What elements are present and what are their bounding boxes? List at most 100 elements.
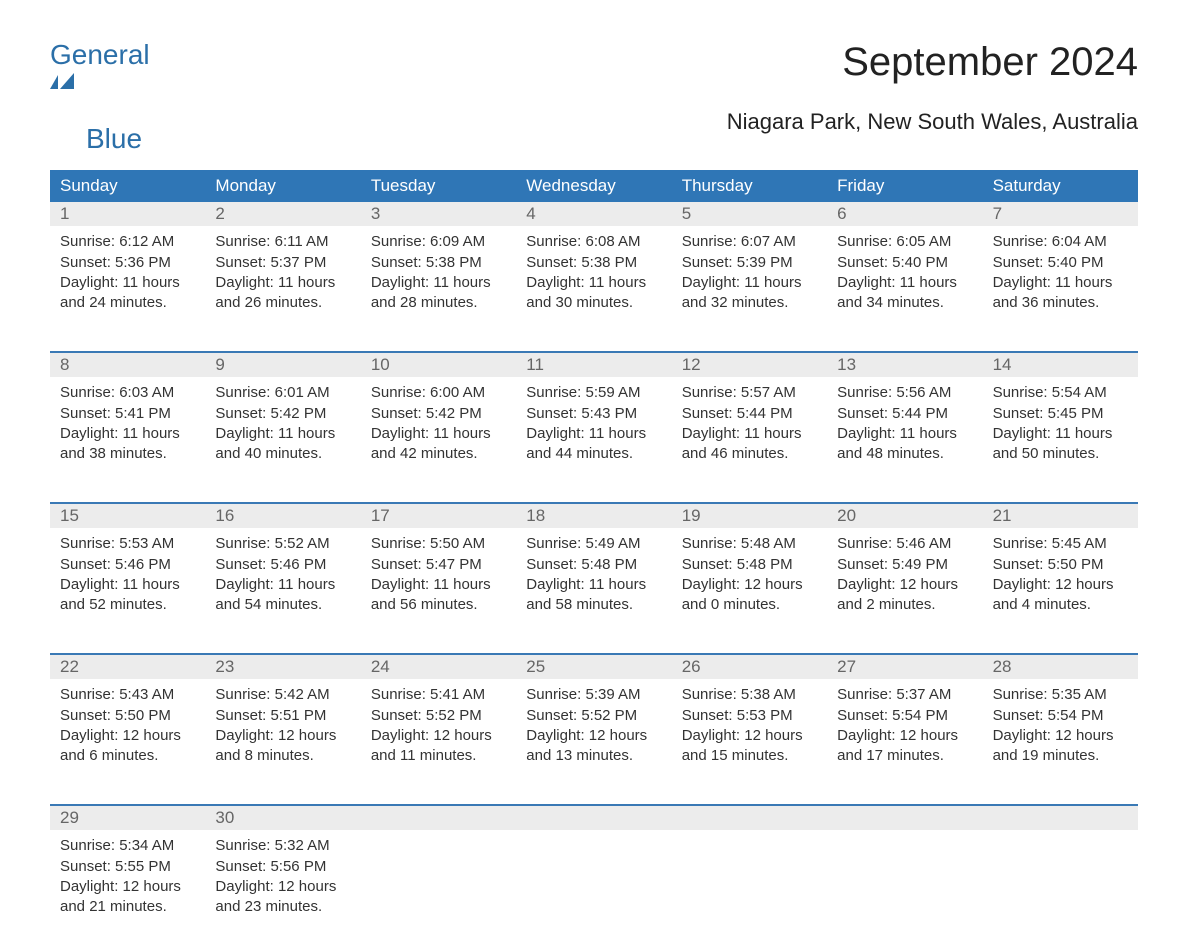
day-number: 9 [205, 353, 360, 377]
daylight-line1: Daylight: 11 hours [682, 424, 817, 444]
day-cell: Sunrise: 5:43 AMSunset: 5:50 PMDaylight:… [50, 679, 205, 786]
sunset-text: Sunset: 5:53 PM [682, 706, 817, 726]
daylight-line2: and 40 minutes. [215, 444, 350, 464]
sunset-text: Sunset: 5:46 PM [60, 555, 195, 575]
daylight-line1: Daylight: 12 hours [837, 575, 972, 595]
daylight-line2: and 30 minutes. [526, 293, 661, 313]
day-number: 14 [983, 353, 1138, 377]
day-cell: Sunrise: 5:50 AMSunset: 5:47 PMDaylight:… [361, 528, 516, 635]
day-cell: Sunrise: 5:38 AMSunset: 5:53 PMDaylight:… [672, 679, 827, 786]
daylight-line1: Daylight: 12 hours [215, 877, 350, 897]
sunset-text: Sunset: 5:54 PM [837, 706, 972, 726]
daylight-line2: and 52 minutes. [60, 595, 195, 615]
day-number-row: 891011121314 [50, 353, 1138, 377]
sunset-text: Sunset: 5:41 PM [60, 404, 195, 424]
daylight-line2: and 4 minutes. [993, 595, 1128, 615]
sunset-text: Sunset: 5:36 PM [60, 253, 195, 273]
daylight-line2: and 21 minutes. [60, 897, 195, 917]
day-cell: Sunrise: 5:35 AMSunset: 5:54 PMDaylight:… [983, 679, 1138, 786]
weekday-header: Sunday Monday Tuesday Wednesday Thursday… [50, 170, 1138, 202]
day-cells-row: Sunrise: 5:34 AMSunset: 5:55 PMDaylight:… [50, 830, 1138, 937]
day-number: 30 [205, 806, 360, 830]
week-row: 891011121314 Sunrise: 6:03 AMSunset: 5:41… [50, 351, 1138, 484]
daylight-line2: and 8 minutes. [215, 746, 350, 766]
daylight-line1: Daylight: 11 hours [682, 273, 817, 293]
sunrise-text: Sunrise: 6:03 AM [60, 383, 195, 403]
day-cell: Sunrise: 5:42 AMSunset: 5:51 PMDaylight:… [205, 679, 360, 786]
daylight-line1: Daylight: 11 hours [371, 273, 506, 293]
day-number: 15 [50, 504, 205, 528]
day-cell [361, 830, 516, 937]
sunrise-text: Sunrise: 5:53 AM [60, 534, 195, 554]
sunrise-text: Sunrise: 5:34 AM [60, 836, 195, 856]
sunrise-text: Sunrise: 5:41 AM [371, 685, 506, 705]
day-cell: Sunrise: 5:37 AMSunset: 5:54 PMDaylight:… [827, 679, 982, 786]
day-cell: Sunrise: 6:08 AMSunset: 5:38 PMDaylight:… [516, 226, 671, 333]
day-cell: Sunrise: 6:01 AMSunset: 5:42 PMDaylight:… [205, 377, 360, 484]
day-number: 3 [361, 202, 516, 226]
weekday-label: Wednesday [516, 170, 671, 202]
day-cell [983, 830, 1138, 937]
daylight-line1: Daylight: 11 hours [526, 575, 661, 595]
daylight-line2: and 58 minutes. [526, 595, 661, 615]
week-row: 1234567Sunrise: 6:12 AMSunset: 5:36 PMDa… [50, 202, 1138, 333]
day-number [983, 806, 1138, 830]
daylight-line1: Daylight: 11 hours [60, 273, 195, 293]
sunrise-text: Sunrise: 5:38 AM [682, 685, 817, 705]
sunrise-text: Sunrise: 5:56 AM [837, 383, 972, 403]
daylight-line1: Daylight: 11 hours [371, 424, 506, 444]
daylight-line1: Daylight: 12 hours [682, 726, 817, 746]
sunset-text: Sunset: 5:50 PM [60, 706, 195, 726]
day-number: 2 [205, 202, 360, 226]
day-number [361, 806, 516, 830]
day-number: 29 [50, 806, 205, 830]
sunrise-text: Sunrise: 5:43 AM [60, 685, 195, 705]
sunset-text: Sunset: 5:46 PM [215, 555, 350, 575]
day-cell: Sunrise: 6:04 AMSunset: 5:40 PMDaylight:… [983, 226, 1138, 333]
day-cell: Sunrise: 5:48 AMSunset: 5:48 PMDaylight:… [672, 528, 827, 635]
sunset-text: Sunset: 5:37 PM [215, 253, 350, 273]
sunset-text: Sunset: 5:48 PM [682, 555, 817, 575]
day-number: 24 [361, 655, 516, 679]
day-number: 16 [205, 504, 360, 528]
day-cell [672, 830, 827, 937]
sunrise-text: Sunrise: 5:37 AM [837, 685, 972, 705]
sunset-text: Sunset: 5:42 PM [371, 404, 506, 424]
weekday-label: Saturday [983, 170, 1138, 202]
daylight-line2: and 24 minutes. [60, 293, 195, 313]
weekday-label: Thursday [672, 170, 827, 202]
day-cell: Sunrise: 5:45 AMSunset: 5:50 PMDaylight:… [983, 528, 1138, 635]
sunset-text: Sunset: 5:47 PM [371, 555, 506, 575]
day-cell: Sunrise: 5:32 AMSunset: 5:56 PMDaylight:… [205, 830, 360, 937]
sunset-text: Sunset: 5:50 PM [993, 555, 1128, 575]
daylight-line1: Daylight: 12 hours [371, 726, 506, 746]
sunrise-text: Sunrise: 5:32 AM [215, 836, 350, 856]
day-number: 27 [827, 655, 982, 679]
day-cell: Sunrise: 6:11 AMSunset: 5:37 PMDaylight:… [205, 226, 360, 333]
week-row: 2930 Sunrise: 5:34 AMSunset: 5:55 PMDayl… [50, 804, 1138, 937]
sunset-text: Sunset: 5:42 PM [215, 404, 350, 424]
daylight-line2: and 11 minutes. [371, 746, 506, 766]
daylight-line1: Daylight: 11 hours [526, 273, 661, 293]
sunset-text: Sunset: 5:56 PM [215, 857, 350, 877]
day-cell: Sunrise: 5:56 AMSunset: 5:44 PMDaylight:… [827, 377, 982, 484]
weekday-label: Friday [827, 170, 982, 202]
sunrise-text: Sunrise: 6:05 AM [837, 232, 972, 252]
sunrise-text: Sunrise: 5:59 AM [526, 383, 661, 403]
sunset-text: Sunset: 5:51 PM [215, 706, 350, 726]
daylight-line2: and 2 minutes. [837, 595, 972, 615]
sunrise-text: Sunrise: 5:45 AM [993, 534, 1128, 554]
day-cell: Sunrise: 6:07 AMSunset: 5:39 PMDaylight:… [672, 226, 827, 333]
sunrise-text: Sunrise: 6:00 AM [371, 383, 506, 403]
day-number: 22 [50, 655, 205, 679]
daylight-line2: and 23 minutes. [215, 897, 350, 917]
sunset-text: Sunset: 5:40 PM [837, 253, 972, 273]
daylight-line1: Daylight: 11 hours [215, 424, 350, 444]
sunrise-text: Sunrise: 6:12 AM [60, 232, 195, 252]
day-number [672, 806, 827, 830]
day-cell: Sunrise: 5:59 AMSunset: 5:43 PMDaylight:… [516, 377, 671, 484]
sunset-text: Sunset: 5:44 PM [682, 404, 817, 424]
sunrise-text: Sunrise: 6:11 AM [215, 232, 350, 252]
title-block: September 2024 Niagara Park, New South W… [727, 40, 1138, 135]
day-number: 21 [983, 504, 1138, 528]
